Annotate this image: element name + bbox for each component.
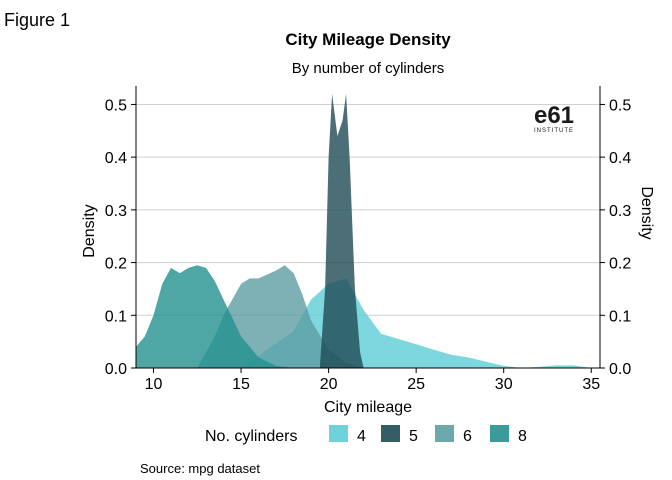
y-tick-label-left-4: 0.4 xyxy=(105,150,127,167)
x-axis-label: City mileage xyxy=(324,399,412,416)
x-tick-label-1: 15 xyxy=(232,376,250,393)
x-tick-label-4: 30 xyxy=(495,376,513,393)
y-axis-label-left: Density xyxy=(81,204,98,257)
y-tick-label-right-5: 0.5 xyxy=(609,97,631,114)
chart-subtitle: By number of cylinders xyxy=(291,60,445,77)
legend-swatch-4 xyxy=(329,425,348,442)
chart-title: City Mileage Density xyxy=(285,30,451,49)
y-tick-label-right-4: 0.4 xyxy=(609,150,631,167)
legend-swatch-5 xyxy=(381,425,400,442)
legend-swatch-6 xyxy=(435,425,454,442)
legend-label-8: 8 xyxy=(518,428,527,445)
x-tick-label-0: 10 xyxy=(145,376,163,393)
y-tick-label-right-3: 0.3 xyxy=(609,203,631,220)
legend-swatch-8 xyxy=(490,425,509,442)
legend-label-5: 5 xyxy=(409,428,418,445)
legend-label-4: 4 xyxy=(357,428,366,445)
density-area-8 xyxy=(136,265,312,368)
y-tick-label-left-3: 0.3 xyxy=(105,203,127,220)
y-tick-label-left-0: 0.0 xyxy=(105,361,127,378)
x-tick-label-2: 20 xyxy=(320,376,338,393)
y-axis-label-right: Density xyxy=(638,186,655,239)
y-tick-label-left-2: 0.2 xyxy=(105,256,127,273)
legend-label-6: 6 xyxy=(463,428,472,445)
y-tick-label-right-1: 0.1 xyxy=(609,308,631,325)
density-area-5 xyxy=(319,93,364,369)
legend-title: No. cylinders xyxy=(205,428,297,445)
x-tick-label-3: 25 xyxy=(407,376,425,393)
e61-logo: e61 xyxy=(534,102,574,129)
y-tick-label-left-5: 0.5 xyxy=(105,97,127,114)
e61-logo-subtext: INSTITUTE xyxy=(534,128,574,134)
y-tick-label-right-2: 0.2 xyxy=(609,256,631,273)
figure-label: Figure 1 xyxy=(4,10,71,30)
y-tick-label-right-0: 0.0 xyxy=(609,361,631,378)
density-area-4 xyxy=(136,278,592,368)
x-tick-label-5: 35 xyxy=(582,376,600,393)
y-tick-label-left-1: 0.1 xyxy=(105,308,127,325)
source-note: Source: mpg dataset xyxy=(140,461,260,476)
